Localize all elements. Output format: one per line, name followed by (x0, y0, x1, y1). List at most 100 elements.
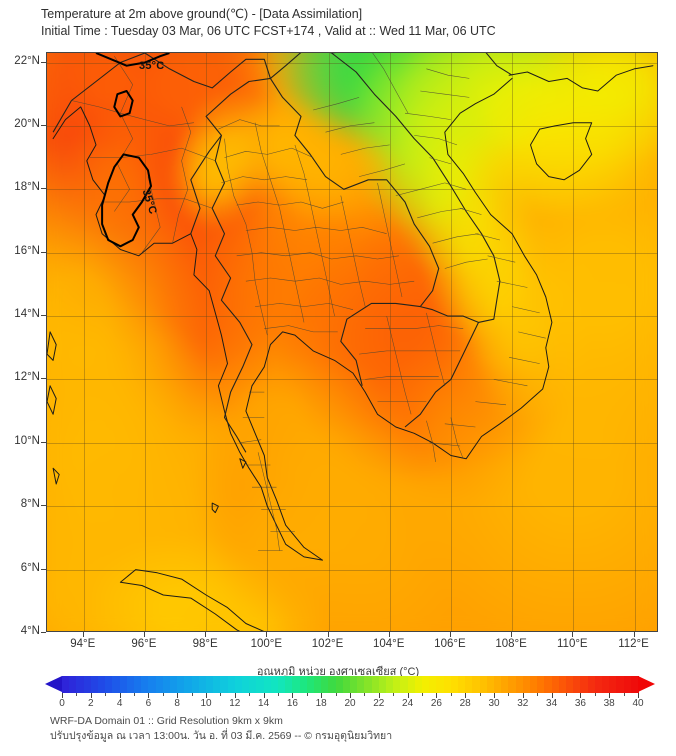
colorbar-tick-label: 28 (459, 698, 471, 709)
colorbar-segment (544, 676, 553, 693)
colorbar-segment (170, 676, 178, 693)
x-axis-tick (266, 632, 268, 637)
colorbar-segment (306, 676, 315, 693)
colorbar-segment (630, 676, 639, 693)
y-axis-tick (41, 251, 46, 253)
colorbar-segment (69, 676, 77, 693)
colorbar-segment (436, 676, 445, 693)
colorbar-segment (616, 676, 625, 693)
y-axis-label: 16°N (14, 244, 40, 257)
colorbar-tick (479, 693, 481, 696)
x-axis-label: 96°E (131, 638, 157, 650)
colorbar-segment (285, 676, 293, 693)
colorbar: 0 2 4 6 8 10 12 14 16 18 20 22 24 26 28 30 32 34 36 38 40 (45, 676, 655, 709)
y-axis-tick (41, 568, 46, 570)
colorbar-segment (530, 676, 538, 693)
x-axis-tick (327, 632, 329, 637)
x-axis-tick (572, 632, 574, 637)
colorbar-tick-label: 4 (116, 698, 123, 709)
colorbar-segment (191, 676, 200, 693)
colorbar-segment (242, 676, 250, 693)
colorbar-tick (105, 693, 107, 696)
colorbar-segment (321, 676, 329, 693)
colorbar-segment (479, 676, 488, 693)
y-axis-label: 22°N (14, 54, 40, 67)
colorbar-tick-label: 2 (88, 698, 94, 709)
colorbar-tick (249, 693, 251, 696)
colorbar-segment (422, 676, 430, 693)
colorbar-tick-label: 10 (200, 698, 212, 709)
colorbar-segment (112, 676, 121, 693)
colorbar-tick (623, 693, 625, 696)
x-axis-tick (388, 632, 390, 637)
colorbar-segment (465, 676, 473, 693)
colorbar-tick (62, 693, 63, 698)
colorbar-segment (414, 676, 423, 693)
colorbar-segment (350, 676, 358, 693)
footer: WRF-DA Domain 01 :: Grid Resolution 9km … (50, 714, 610, 744)
colorbar-tick (306, 693, 308, 696)
colorbar-segment (155, 676, 164, 693)
y-axis-label: 12°N (14, 371, 40, 384)
colorbar-segment (400, 676, 409, 693)
contour-label-35c-north: 35°C (139, 60, 165, 72)
colorbar-tick (177, 693, 179, 698)
colorbar-tick (350, 693, 351, 698)
colorbar-over-arrow (638, 676, 655, 692)
colorbar-tick-label: 36 (574, 698, 586, 709)
colorbar-segment (292, 676, 301, 693)
colorbar-tick (364, 693, 366, 696)
colorbar-tick (378, 693, 380, 698)
colorbar-tick-label: 40 (632, 698, 644, 709)
colorbar-tick (206, 693, 207, 698)
colorbar-tick-label: 16 (286, 698, 298, 709)
colorbar-segment (443, 676, 452, 693)
colorbar-tick (90, 693, 92, 698)
x-axis-label: 94°E (70, 638, 96, 650)
colorbar-tick (407, 693, 409, 698)
colorbar-tick (162, 693, 164, 696)
y-axis-tick (41, 441, 46, 443)
colorbar-segment (249, 676, 257, 693)
colorbar-segment (98, 676, 106, 693)
y-axis-label: 10°N (14, 434, 40, 447)
colorbar-tick (278, 693, 279, 696)
colorbar-tick (292, 693, 294, 698)
colorbar-tick (119, 693, 121, 698)
colorbar-segment (220, 676, 229, 693)
y-axis-tick (41, 124, 46, 126)
colorbar-segment (364, 676, 373, 693)
model-info-line: WRF-DA Domain 01 :: Grid Resolution 9km … (50, 715, 283, 727)
colorbar-tick (594, 693, 596, 696)
y-axis-label: 14°N (14, 308, 40, 321)
geography-overlay (47, 53, 654, 631)
colorbar-segment (148, 676, 157, 693)
y-axis-label: 4°N (20, 625, 40, 637)
colorbar-tick (537, 693, 539, 696)
colorbar-segment (486, 676, 495, 693)
colorbar-segment (594, 676, 603, 693)
x-axis-tick (449, 632, 451, 637)
colorbar-segment (134, 676, 142, 693)
colorbar-tick-label: 30 (488, 698, 500, 709)
colorbar-segment (458, 676, 466, 693)
colorbar-tick-label: 38 (603, 698, 615, 709)
colorbar-tick (638, 693, 639, 698)
colorbar-segment (566, 676, 574, 693)
colorbar-segment (256, 676, 265, 693)
colorbar-segment (206, 676, 214, 693)
y-axis-label: 18°N (14, 181, 40, 194)
y-axis-tick (41, 632, 46, 633)
colorbar-tick-label: 20 (344, 698, 356, 709)
colorbar-segment (515, 676, 524, 693)
colorbar-segment (472, 676, 481, 693)
colorbar-segment (328, 676, 337, 693)
colorbar-tick-label: 32 (517, 698, 529, 709)
colorbar-segment (213, 676, 221, 693)
y-axis-tick (41, 378, 46, 380)
temperature-map-plot: 35°C 35°C (46, 52, 658, 632)
colorbar-tick (393, 693, 395, 696)
colorbar-tick (321, 693, 323, 698)
colorbar-tick (422, 693, 423, 696)
